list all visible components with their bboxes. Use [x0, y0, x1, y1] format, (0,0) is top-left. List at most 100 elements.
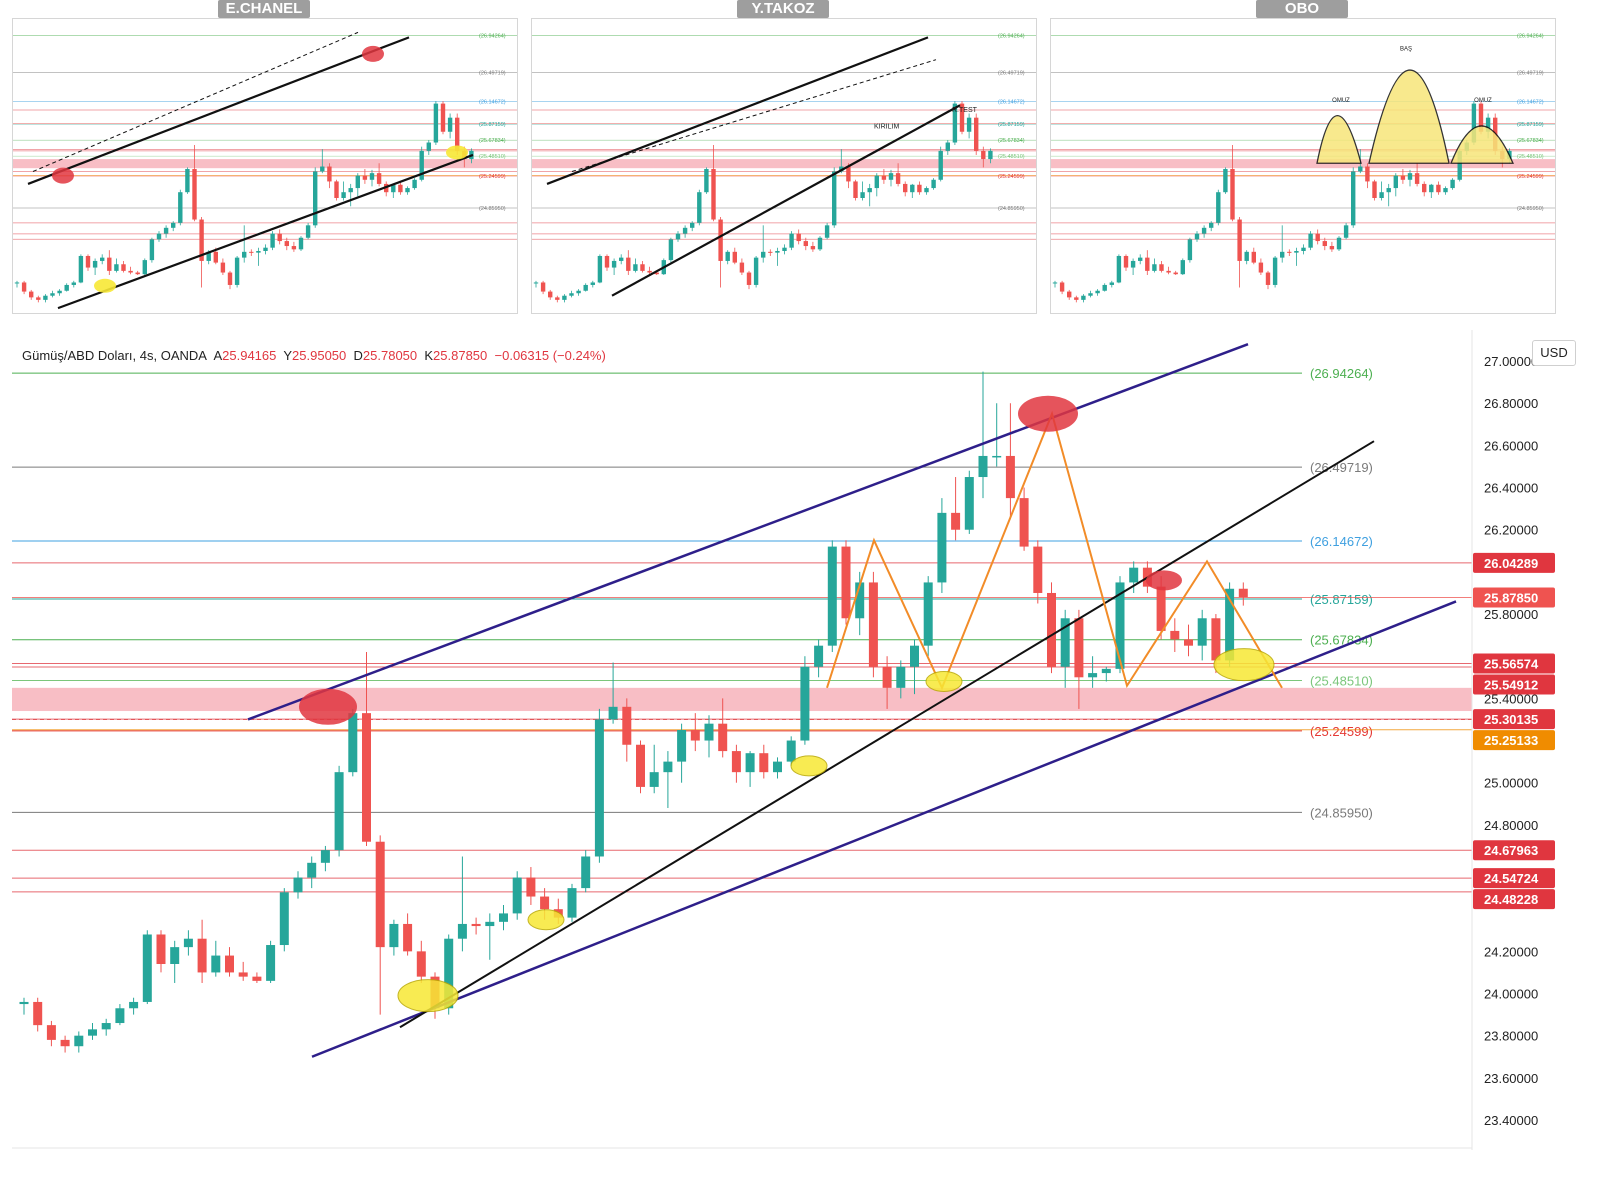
candle-body	[266, 945, 276, 981]
mini-highlight	[52, 167, 74, 184]
ohlc-low: 25.78050	[362, 348, 418, 363]
panel-ytakoz: (26.94264) (26.49719) (26.14672) (25.87159)…	[531, 18, 1037, 314]
candle-body	[485, 921, 495, 927]
mini-candle-body	[376, 173, 382, 184]
mini-candle-body	[1095, 290, 1100, 294]
mini-candle-body	[1429, 184, 1434, 193]
price-tag-label: 24.48228	[1484, 892, 1538, 907]
mini-candle-body	[156, 233, 162, 240]
mini-candle-body	[1088, 293, 1093, 296]
y-tick-label: 26.80000	[1484, 396, 1538, 411]
level-label: (25.87159)	[1310, 592, 1373, 607]
candle-body	[649, 772, 659, 787]
mini-candle-body	[1187, 239, 1193, 261]
mini-candle-body	[14, 282, 20, 284]
mini-candle-body	[412, 179, 417, 189]
mini-annotation-omuz-right: OMUZ	[1474, 98, 1492, 104]
mini-level-label: (26.49719)	[998, 70, 1025, 76]
ohlc-open: 25.94165	[222, 348, 277, 363]
mini-candle-body	[753, 257, 759, 285]
y-tick-label: 26.40000	[1484, 481, 1538, 496]
candle-body	[594, 719, 604, 857]
candle-body	[827, 546, 837, 646]
mini-candle-body	[447, 117, 453, 132]
candle-body	[512, 877, 522, 914]
mini-lower-line	[611, 104, 961, 297]
mini-candle-body	[739, 262, 745, 273]
panel-title-ytakoz: Y.TAKOZ	[737, 0, 829, 18]
mini-level-label: (25.87159)	[479, 122, 506, 128]
mini-candle-body	[810, 246, 816, 250]
mini-candle-body	[135, 272, 140, 275]
mini-candle-body	[959, 103, 965, 132]
mini-candle-body	[562, 295, 567, 300]
mini-candle-body	[1173, 272, 1178, 275]
mini-candle-body	[1059, 282, 1065, 292]
mini-candle-body	[746, 272, 752, 285]
mini-candle-body	[305, 225, 311, 238]
ohlc-open-label: A	[213, 348, 223, 363]
candle-body	[759, 753, 769, 773]
mini-left-shoulder	[1316, 115, 1362, 164]
mini-level-label: (26.49719)	[1517, 70, 1544, 76]
mini-zone	[532, 159, 1036, 169]
mini-candle-body	[391, 184, 396, 193]
mini-candle-body	[206, 251, 211, 261]
mini-candle-body	[640, 264, 645, 271]
mini-level-label: (25.67834)	[998, 138, 1025, 144]
mini-level-label: (25.48510)	[479, 154, 506, 160]
level-label: (26.49719)	[1310, 460, 1373, 475]
mini-candle-body	[824, 225, 830, 238]
candle-body	[731, 751, 741, 773]
y-tick-label: 23.60000	[1484, 1071, 1538, 1086]
mini-candle-body	[213, 251, 218, 263]
candle-body	[882, 666, 892, 688]
candle-body	[293, 877, 303, 893]
mini-candle-body	[846, 166, 851, 182]
mini-candle-body	[803, 241, 808, 247]
candle-body	[156, 934, 166, 964]
mini-candle-body	[21, 282, 27, 292]
mini-candle-body	[1450, 179, 1455, 189]
mini-candle-body	[576, 290, 581, 294]
highlight-ellipse	[1146, 570, 1182, 591]
mini-upper-line	[27, 36, 410, 185]
mini-candle-body	[1422, 183, 1427, 193]
mini-candle-body	[548, 291, 553, 298]
main-chart-panel: (26.94264) (26.49719) (26.14672) (25.87159)…	[12, 330, 1558, 1152]
mini-candle-body	[853, 181, 858, 198]
y-tick-label: 24.80000	[1484, 818, 1538, 833]
candle-body	[170, 947, 180, 964]
price-tag-label: 25.87850	[1484, 591, 1538, 606]
ohlc-high: 25.95050	[292, 348, 347, 363]
candle-body	[868, 582, 878, 667]
currency-button[interactable]: USD	[1532, 340, 1576, 366]
mini-candle-body	[234, 257, 240, 285]
symbol-title: Gümüş/ABD Doları, 4s, OANDA	[22, 348, 207, 363]
mini-candle-body	[690, 222, 695, 228]
candle-body	[1197, 618, 1207, 646]
candle-body	[457, 923, 467, 939]
mini-dashed-line	[32, 31, 359, 172]
price-tag-label: 25.25133	[1484, 733, 1538, 748]
mini-candle-body	[1074, 297, 1079, 300]
mini-candle-body	[1343, 225, 1349, 238]
channel-upper-line	[247, 343, 1249, 721]
mini-annotation-kirilim: KIRILIM	[874, 123, 899, 130]
mini-candle-body	[569, 293, 574, 296]
mini-level-label: (24.85950)	[479, 206, 506, 212]
mini-candle-body	[249, 251, 254, 253]
panel-chart-obo: (26.94264) (26.49719) (26.14672) (25.87159)…	[1051, 33, 1555, 303]
chart-legend: Gümüş/ABD Doları, 4s, OANDA A25.94165 Y2…	[22, 348, 606, 363]
candle-body	[814, 645, 824, 667]
mini-candle-body	[1209, 222, 1214, 228]
mini-level-label: (25.87159)	[998, 122, 1025, 128]
mini-candle-body	[107, 257, 112, 271]
trend-line	[399, 440, 1375, 1029]
ohlc-close: 25.87850	[433, 348, 488, 363]
mini-annotation-rtest: R.TEST	[952, 107, 978, 114]
candle-body	[745, 753, 755, 773]
mini-candle-body	[874, 175, 879, 189]
mini-candle-body	[768, 251, 773, 253]
main-chart[interactable]: (26.94264) (26.49719) (26.14672) (25.87159)…	[12, 330, 1558, 1152]
